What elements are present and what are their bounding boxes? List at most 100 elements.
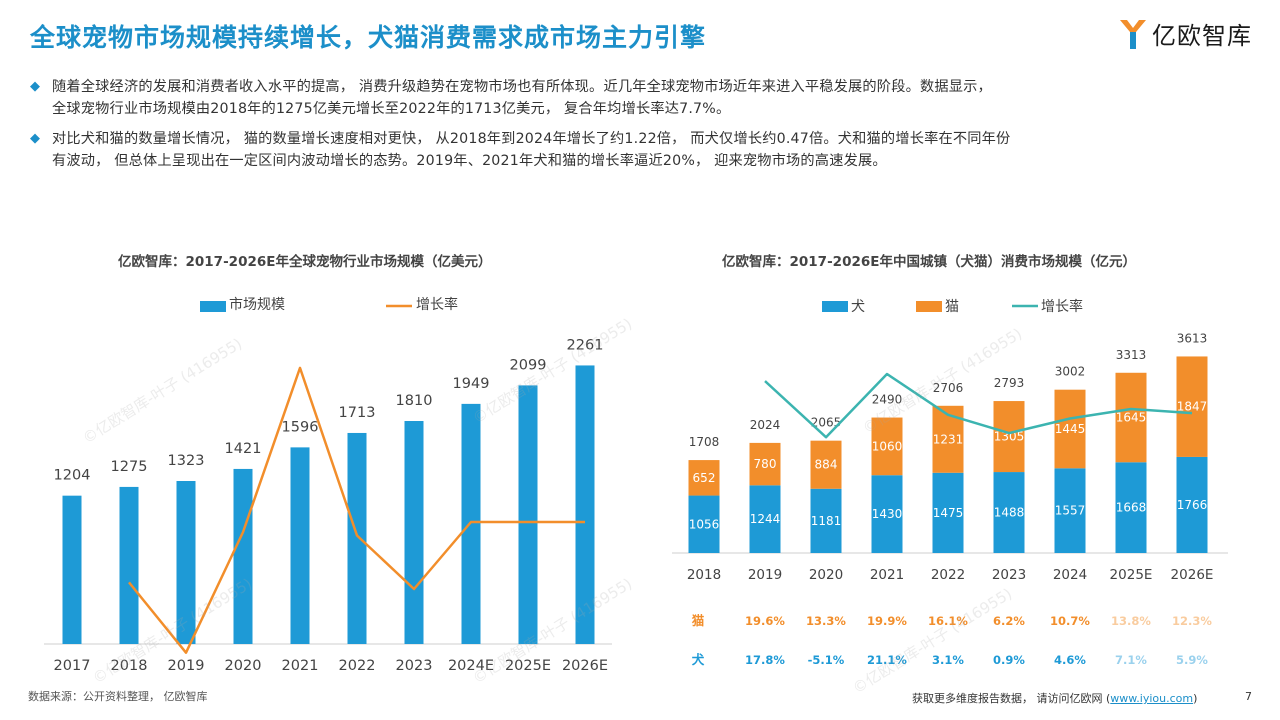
data-label: 1056 [689, 517, 720, 531]
data-label: 1596 [282, 419, 319, 435]
bar-dog [871, 475, 903, 553]
website-link[interactable]: www.iyiou.com [1110, 692, 1194, 705]
total-label: 3313 [1116, 348, 1147, 362]
total-label: 1708 [689, 435, 720, 449]
x-tick-label: 2025E [505, 658, 551, 674]
data-label: 1810 [396, 393, 433, 409]
bar-dog [749, 485, 781, 553]
legend-label: 犬 [851, 299, 865, 315]
bar-dog [932, 472, 964, 553]
bar-dog [1176, 456, 1208, 553]
x-tick-label: 2024E [448, 658, 494, 674]
growth-rate-value: 7.1% [1115, 653, 1147, 667]
bar-cat [1054, 389, 1086, 469]
data-label: 1275 [111, 459, 148, 475]
data-label: 1766 [1177, 498, 1208, 512]
data-label: 1668 [1116, 501, 1147, 515]
china-dogcat-chart: 犬猫增长率10566521708201812447802024201911818… [672, 298, 1228, 667]
legend-swatch [822, 301, 848, 312]
data-label: 1181 [811, 514, 842, 528]
bar-cat [749, 442, 781, 486]
data-source: 数据来源：公开资料整理， 亿欧智库 [28, 690, 208, 703]
data-label: 1557 [1055, 504, 1086, 518]
data-label: 1713 [339, 405, 376, 421]
bullet-text: 对比犬和猫的数量增长情况， 猫的数量增长速度相对更快， 从2018年到2024年… [52, 131, 1011, 169]
growth-rate-value: 19.9% [867, 614, 907, 628]
growth-line [764, 372, 1193, 439]
bar [119, 486, 139, 644]
data-label: 1847 [1177, 400, 1208, 414]
total-label: 2490 [872, 393, 903, 407]
data-label: 1645 [1116, 411, 1147, 425]
x-tick-label: 2018 [687, 567, 721, 583]
x-tick-label: 2024 [1053, 567, 1087, 583]
bar [518, 385, 538, 644]
growth-rate-value: 0.9% [993, 653, 1025, 667]
bar [176, 481, 196, 644]
growth-rate-value: 16.1% [928, 614, 968, 628]
growth-rate-value: 19.6% [745, 614, 785, 628]
x-tick-label: 2026E [562, 658, 608, 674]
footer-more-text: 获取更多维度报告数据， 请访问亿欧网 ( [912, 692, 1111, 705]
growth-rate-value: 13.8% [1111, 614, 1151, 628]
page-title: 全球宠物市场规模持续增长，犬猫消费需求成市场主力引擎 [30, 23, 707, 52]
bar-dog [993, 472, 1025, 553]
diamond-icon: ◆ [30, 131, 40, 146]
left-chart-title: 亿欧智库：2017-2026E年全球宠物行业市场规模（亿美元） [118, 254, 492, 270]
growth-rate-value: 17.8% [745, 653, 785, 667]
growth-rate-value: 4.6% [1054, 653, 1086, 667]
footer-more-suffix: ) [1193, 692, 1198, 705]
data-label: 1430 [872, 507, 903, 521]
total-label: 3613 [1177, 331, 1208, 345]
x-tick-label: 2022 [931, 567, 965, 583]
legend-swatch [916, 301, 942, 312]
x-tick-label: 2025E [1110, 567, 1153, 583]
data-label: 1488 [994, 506, 1025, 520]
x-tick-label: 2022 [339, 658, 376, 674]
legend-label: 猫 [945, 299, 959, 315]
legend-label: 增长率 [416, 296, 458, 313]
total-label: 3002 [1055, 365, 1086, 379]
page-number: 7 [1245, 690, 1252, 703]
data-label: 884 [815, 458, 838, 472]
x-tick-label: 2023 [992, 567, 1026, 583]
bar-dog [810, 488, 842, 553]
bar-dog [1054, 468, 1086, 553]
bullet-text: 随着全球经济的发展和消费者收入水平的提高， 消费升级趋势在宠物市场也有所体现。近… [52, 79, 992, 117]
data-label: 1204 [54, 468, 91, 484]
x-tick-label: 2020 [225, 658, 262, 674]
growth-rate-value: 21.1% [867, 653, 907, 667]
bar [62, 495, 82, 644]
x-tick-label: 2019 [748, 567, 782, 583]
data-label: 1949 [453, 376, 490, 392]
total-label: 2793 [994, 376, 1025, 390]
x-tick-label: 2020 [809, 567, 843, 583]
bullet-item: ◆ 对比犬和猫的数量增长情况， 猫的数量增长速度相对更快， 从2018年到202… [30, 128, 1258, 172]
x-tick-label: 2018 [111, 658, 148, 674]
x-tick-label: 2021 [870, 567, 904, 583]
bar-cat [871, 417, 903, 476]
logo: 亿欧智库 [1118, 16, 1252, 51]
right-chart-title: 亿欧智库：2017-2026E年中国城镇（犬猫）消费市场规模（亿元） [722, 254, 1136, 270]
data-label: 652 [693, 471, 716, 485]
data-label: 1445 [1055, 422, 1086, 436]
bullet-list: ◆ 随着全球经济的发展和消费者收入水平的提高， 消费升级趋势在宠物市场也有所体现… [30, 76, 1258, 180]
growth-rate-value: -5.1% [808, 653, 845, 667]
total-label: 2024 [750, 418, 781, 432]
total-label: 2706 [933, 381, 964, 395]
diamond-icon: ◆ [30, 79, 40, 94]
bar-dog [688, 495, 720, 553]
legend-label: 市场规模 [229, 296, 285, 313]
footer-more: 获取更多维度报告数据， 请访问亿欧网 (www.iyiou.com) [912, 690, 1197, 706]
data-label: 1244 [750, 512, 781, 526]
growth-row-label: 猫 [692, 613, 705, 628]
bullet-item: ◆ 随着全球经济的发展和消费者收入水平的提高， 消费升级趋势在宠物市场也有所体现… [30, 76, 1258, 120]
bar-cat [810, 440, 842, 489]
x-tick-label: 2019 [168, 658, 205, 674]
total-label: 2065 [811, 416, 842, 430]
logo-text: 亿欧智库 [1152, 22, 1252, 50]
data-label: 1323 [168, 453, 205, 469]
bar-cat [1176, 356, 1208, 457]
x-tick-label: 2026E [1171, 567, 1214, 583]
data-label: 1475 [933, 506, 964, 520]
